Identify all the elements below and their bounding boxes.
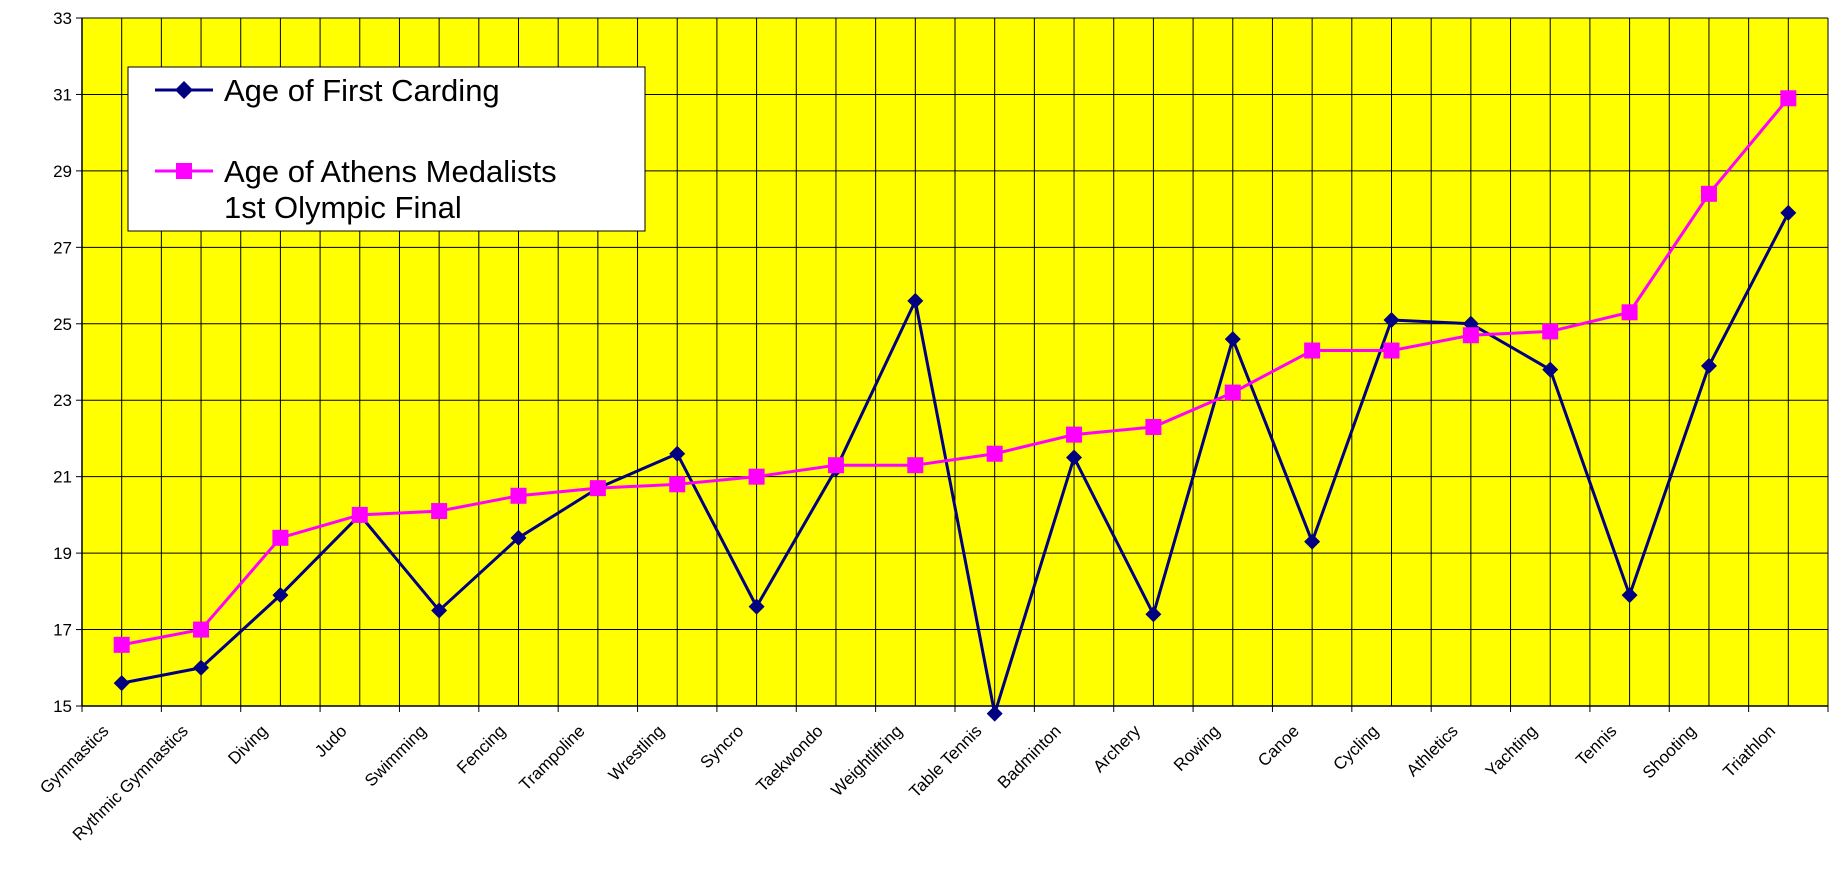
data-point-series-2 (1542, 323, 1559, 340)
data-point-series-2 (1066, 426, 1083, 443)
x-tick-label: Yachting (1482, 721, 1541, 780)
data-point-series-1 (748, 598, 765, 615)
data-point-series-2 (193, 621, 210, 638)
legend-label-series-2-line-2: 1st Olympic Final (224, 190, 462, 225)
x-tick-label: Judo (311, 721, 351, 761)
data-point-series-1 (669, 445, 686, 462)
x-tick-label: Gymnastics (36, 721, 112, 797)
data-point-series-1 (1700, 357, 1717, 374)
y-tick-label: 25 (53, 315, 72, 334)
x-tick-label: Diving (224, 721, 271, 768)
x-tick-label: Archery (1089, 721, 1144, 776)
data-point-series-2 (986, 445, 1003, 462)
data-point-series-1 (193, 659, 210, 676)
y-tick-label: 15 (53, 697, 72, 716)
legend-box (127, 66, 646, 232)
data-point-series-1 (907, 292, 924, 309)
data-point-series-2 (1700, 185, 1717, 202)
x-tick-label: Swimming (361, 721, 430, 790)
x-tick-label: Tennis (1572, 721, 1620, 769)
data-point-series-2 (827, 457, 844, 474)
data-point-series-1 (1304, 533, 1321, 550)
data-point-series-1 (1224, 331, 1241, 348)
x-tick-label: Rowing (1170, 721, 1224, 775)
data-point-series-2 (351, 506, 368, 523)
series-line-1 (121, 212, 1790, 716)
data-point-series-2 (669, 476, 686, 493)
y-tick-label: 17 (53, 621, 72, 640)
data-point-series-2 (1224, 384, 1241, 401)
legend-marker-series-2 (176, 163, 192, 179)
series-line-2 (121, 97, 1790, 647)
legend: Age of First Carding Age of Athens Medal… (127, 66, 646, 232)
data-point-series-2 (1145, 418, 1162, 435)
data-point-series-2 (1304, 342, 1321, 359)
x-tick-label: Cycling (1329, 721, 1382, 774)
x-tick-label: Table Tennis (905, 721, 985, 801)
x-tick-label: Athletics (1403, 721, 1462, 780)
data-point-series-1 (1383, 311, 1400, 328)
x-tick-label: Wrestling (605, 721, 668, 784)
legend-label-series-2-line-1: Age of Athens Medalists (224, 154, 557, 189)
data-point-series-1 (1145, 606, 1162, 623)
x-tick-label: Shooting (1639, 721, 1700, 782)
y-tick-label: 19 (53, 544, 72, 563)
data-point-series-1 (986, 705, 1003, 722)
data-point-series-1 (1542, 361, 1559, 378)
data-point-series-2 (431, 503, 448, 520)
legend-label-series-1: Age of First Carding (224, 73, 500, 108)
data-point-series-2 (907, 457, 924, 474)
series-group (113, 90, 1797, 722)
data-point-series-2 (1383, 342, 1400, 359)
x-tick-label: Triathlon (1719, 721, 1779, 781)
data-point-series-2 (510, 487, 527, 504)
y-tick-label: 29 (53, 162, 72, 181)
y-tick-label: 27 (53, 238, 72, 257)
data-point-series-1 (113, 675, 130, 692)
data-point-series-2 (113, 636, 130, 653)
y-axis-ticks: 15 17 19 21 23 25 27 29 31 33 (53, 9, 72, 716)
data-point-series-2 (1780, 90, 1797, 107)
data-point-series-2 (1462, 327, 1479, 344)
data-point-series-2 (748, 468, 765, 485)
x-tick-label: Syncro (697, 721, 748, 772)
x-tick-label: Weightlifting (827, 721, 906, 800)
y-tick-label: 33 (53, 9, 72, 28)
data-point-series-1 (431, 602, 448, 619)
data-point-series-1 (510, 529, 527, 546)
x-tick-label: Trampoline (516, 721, 589, 794)
y-tick-label: 23 (53, 391, 72, 410)
data-point-series-1 (1780, 204, 1797, 221)
x-tick-label: Fencing (453, 721, 509, 777)
y-tick-label: 31 (53, 85, 72, 104)
y-tick-label: 21 (53, 468, 72, 487)
data-point-series-2 (272, 529, 289, 546)
data-point-series-2 (1621, 304, 1638, 321)
x-tick-label: Badminton (994, 721, 1065, 792)
data-point-series-2 (589, 480, 606, 497)
data-point-series-1 (1621, 587, 1638, 604)
data-point-series-1 (272, 587, 289, 604)
axes (76, 17, 1829, 712)
x-tick-label: Canoe (1254, 721, 1303, 770)
x-tick-label: Taekwondo (753, 721, 827, 795)
legend-marker-series-1 (175, 81, 193, 99)
data-point-series-1 (1066, 449, 1083, 466)
